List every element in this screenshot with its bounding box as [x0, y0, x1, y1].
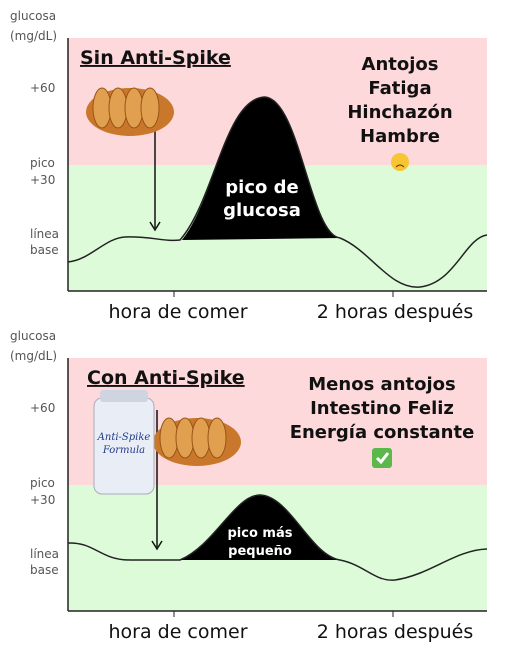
croissant-fold: [124, 87, 144, 129]
level-label: base: [30, 243, 59, 257]
level-label: pico: [30, 156, 55, 170]
level-label: +30: [30, 173, 55, 187]
croissant-fold: [159, 417, 179, 459]
x-label: 2 horas después: [317, 301, 474, 323]
note: Fatiga: [368, 78, 431, 99]
panel-title: Con Anti-Spike: [87, 367, 245, 389]
peak-label: pico de: [225, 177, 298, 198]
x-label: hora de comer: [108, 621, 247, 643]
axis-label: (mg/dL): [10, 29, 57, 43]
croissant-fold: [108, 87, 128, 129]
check-icon: [372, 448, 392, 468]
level-label: +60: [30, 81, 55, 95]
arrow-head: [151, 540, 163, 551]
panel-title: Sin Anti-Spike: [80, 47, 231, 69]
note: Hinchazón: [347, 102, 452, 123]
panel: glucosa (mg/dL) +60 pico +30 línea base pico má…: [10, 329, 488, 643]
croissant-fold: [191, 417, 211, 459]
arrow-head: [149, 221, 161, 232]
level-label: +60: [30, 401, 55, 415]
axis-label: glucosa: [10, 9, 56, 23]
croissant-fold: [140, 87, 160, 129]
glucose-curve: [67, 494, 488, 581]
bottle-cap: [100, 390, 148, 402]
x-label: hora de comer: [108, 301, 247, 323]
x-label: 2 horas después: [317, 621, 474, 643]
panel: glucosa (mg/dL) +60 pico +30 línea base pico de…: [10, 9, 488, 323]
check-mark: [375, 452, 390, 465]
peak-label: pequeño: [228, 544, 292, 559]
level-label: base: [30, 563, 59, 577]
note: Antojos: [362, 54, 439, 75]
sad-face: [391, 153, 409, 171]
glucose-peak: [182, 97, 340, 240]
note: Menos antojos: [308, 374, 455, 395]
croissant-fold: [175, 417, 195, 459]
peak-label: pico más: [228, 526, 293, 541]
sad-mouth: [395, 164, 405, 168]
axis-label: glucosa: [10, 329, 56, 343]
croissant-fold: [207, 417, 227, 459]
glucose-curve: [67, 96, 488, 288]
level-label: línea: [30, 227, 59, 241]
axis-label: (mg/dL): [10, 349, 57, 363]
level-label: +30: [30, 493, 55, 507]
croissant-fold: [92, 87, 112, 129]
level-label: pico: [30, 476, 55, 490]
note: Hambre: [360, 126, 440, 147]
note: Energía constante: [290, 422, 475, 443]
bottle-text: Anti-Spike: [97, 432, 151, 443]
bottle-text: Formula: [102, 445, 145, 456]
glucose-peak: [180, 495, 340, 560]
level-label: línea: [30, 547, 59, 561]
note: Intestino Feliz: [310, 398, 454, 419]
peak-label: glucosa: [223, 200, 301, 221]
